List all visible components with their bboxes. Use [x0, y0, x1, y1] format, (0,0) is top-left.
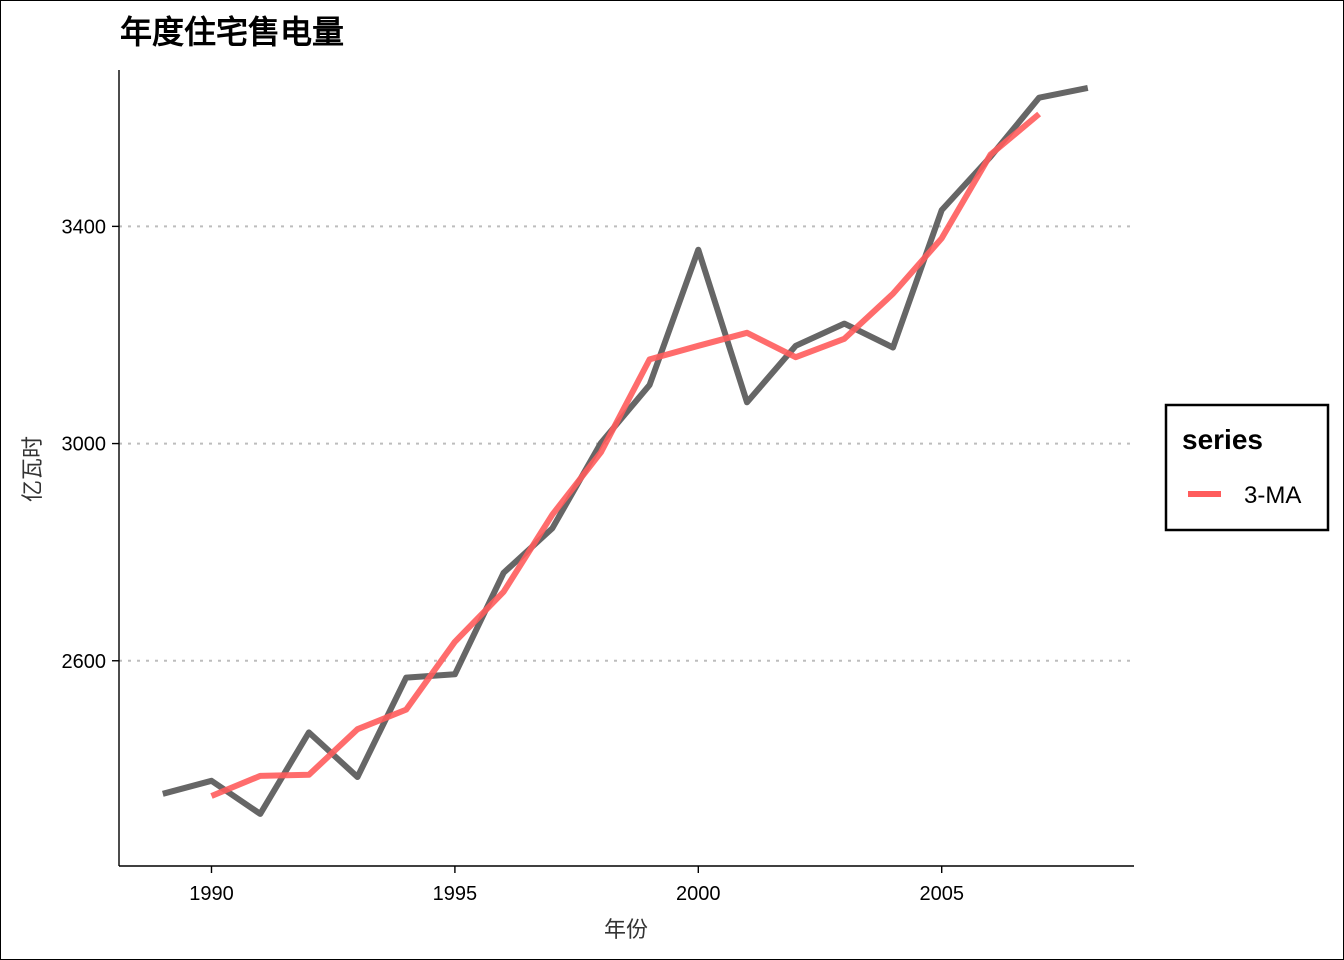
axis-ticks: 2600 3000 3400 1990 1995 2000 2005	[62, 216, 964, 905]
x-tick-label-2000: 2000	[676, 883, 721, 905]
series-lines	[162, 84, 1089, 817]
y-tick-label-2600: 2600	[62, 651, 107, 673]
series-line-data	[162, 84, 1089, 817]
y-axis-title: 亿瓦时	[21, 436, 46, 502]
legend-label-3ma: 3-MA	[1244, 482, 1301, 509]
gridlines	[119, 225, 1134, 662]
series-line-3ma	[210, 111, 1042, 799]
x-tick-label-1990: 1990	[189, 883, 234, 905]
y-tick-label-3000: 3000	[62, 434, 107, 456]
legend: series 3-MA	[1164, 403, 1330, 532]
x-axis-title: 年份	[604, 918, 648, 943]
y-tick-label-3400: 3400	[62, 216, 107, 238]
x-tick-label-1995: 1995	[433, 883, 478, 905]
x-tick-label-2005: 2005	[919, 883, 964, 905]
legend-title: series	[1182, 424, 1263, 455]
legend-box	[1164, 403, 1330, 532]
chart-title: 年度住宅售电量	[120, 13, 344, 51]
